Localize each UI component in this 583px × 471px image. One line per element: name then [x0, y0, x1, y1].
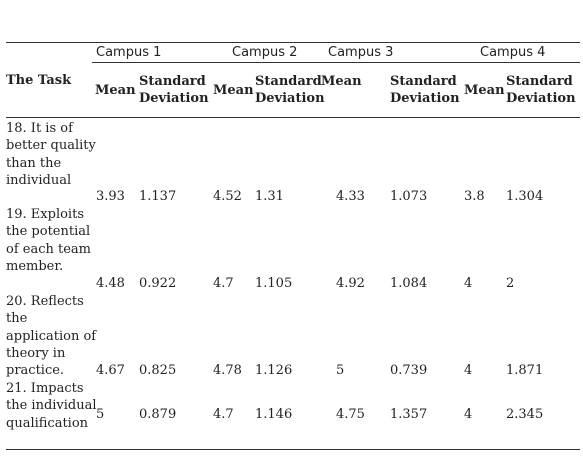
campus-2-sd: 1.146 [255, 407, 293, 422]
campus-4-sd-header-line2: Deviation [506, 91, 576, 106]
campus-3-mean-header: Mean [321, 74, 362, 89]
campus-1-sd: 1.137 [139, 189, 177, 204]
campus-2-sd-header-line2: Deviation [255, 91, 325, 106]
campus-1-sd: 0.922 [139, 276, 177, 291]
campus-2-sd: 1.126 [255, 363, 293, 378]
task-cell-18: 18. It is of better quality than the ind… [6, 121, 96, 188]
task-cell-19: 19. Exploits the potential of each team … [6, 207, 91, 274]
campus-1-mean-header: Mean [95, 83, 136, 98]
campus-4-mean: 3.8 [464, 189, 485, 204]
campus-1-sd: 0.879 [139, 407, 177, 422]
table-top-rule [6, 42, 580, 43]
campus-2-mean: 4.7 [213, 276, 234, 291]
campus-4-mean: 4 [464, 363, 473, 378]
header-bottom-rule [6, 117, 580, 118]
campus-2-mean-header: Mean [213, 83, 254, 98]
campus-1-sd: 0.825 [139, 363, 177, 378]
campus-4-mean: 4 [464, 407, 473, 422]
campus-3-sd: 1.084 [390, 276, 428, 291]
task-cell-21: 21. Impacts the individual qualification [6, 381, 97, 431]
campus-4-mean-header: Mean [464, 83, 505, 98]
campus-2-sd: 1.105 [255, 276, 293, 291]
campus-4-sd: 1.871 [506, 363, 544, 378]
campus-1-sd-header-line2: Deviation [139, 91, 209, 106]
campus-3-mean: 5 [336, 363, 345, 378]
campus-2-header: Campus 2 [232, 45, 298, 60]
campus-3-mean: 4.75 [336, 407, 365, 422]
campus-4-sd: 2.345 [506, 407, 544, 422]
task-column-header: The Task [6, 73, 72, 88]
campus-1-sd-header-line1: Standard [139, 74, 206, 89]
campus-3-sd: 1.073 [390, 189, 428, 204]
campus-4-sd-header-line1: Standard [506, 74, 573, 89]
campus-3-sd-header-line1: Standard [390, 74, 457, 89]
campus-2-sd-header-line1: Standard [255, 74, 322, 89]
campus-2-mean: 4.7 [213, 407, 234, 422]
campus-1-header: Campus 1 [96, 45, 162, 60]
campus-header-rule [92, 62, 580, 63]
campus-3-header: Campus 3 [328, 45, 394, 60]
task-cell-20: 20. Reflects the application of theory i… [6, 294, 97, 379]
campus-2-mean: 4.78 [213, 363, 242, 378]
table-bottom-rule [6, 449, 580, 450]
campus-3-mean: 4.92 [336, 276, 365, 291]
campus-3-sd: 0.739 [390, 363, 428, 378]
campus-4-sd: 1.304 [506, 189, 544, 204]
campus-2-sd: 1.31 [255, 189, 284, 204]
campus-4-sd: 2 [506, 276, 515, 291]
campus-4-header: Campus 4 [480, 45, 546, 60]
campus-3-sd: 1.357 [390, 407, 428, 422]
campus-1-mean: 3.93 [96, 189, 125, 204]
campus-3-mean: 4.33 [336, 189, 365, 204]
campus-2-mean: 4.52 [213, 189, 242, 204]
campus-4-mean: 4 [464, 276, 473, 291]
campus-1-mean: 4.48 [96, 276, 125, 291]
campus-1-mean: 5 [96, 407, 105, 422]
campus-1-mean: 4.67 [96, 363, 125, 378]
campus-3-sd-header-line2: Deviation [390, 91, 460, 106]
